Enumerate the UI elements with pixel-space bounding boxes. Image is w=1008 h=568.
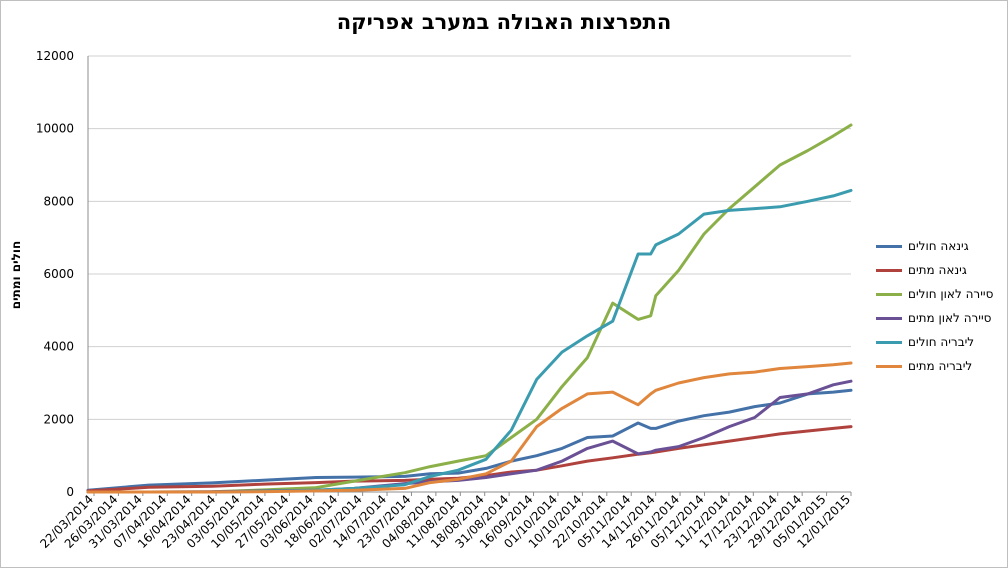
legend-swatch [876,292,902,296]
series-line-5 [86,188,853,494]
legend-swatch [876,244,902,248]
y-tick-label: 12000 [36,49,74,63]
legend-item: סיירה לאון חולים [876,282,1004,306]
legend-label: גינאה חולים [908,239,969,253]
chart-title: התפרצות האבולה במערב אפריקה [336,10,672,34]
legend-swatch [876,316,902,320]
series-line-6 [86,361,853,494]
legend-swatch [876,268,902,272]
legend-item: ליבריה חולים [876,330,1004,354]
y-tick-label: 2000 [43,412,74,426]
y-tick-label: 0 [66,485,74,499]
legend-swatch [876,364,902,368]
series-line-4 [86,379,853,494]
y-tick-label: 4000 [43,340,74,354]
legend-item: סיירה לאון מתים [876,306,1004,330]
legend-label: סיירה לאון חולים [908,287,994,301]
legend-item: ליבריה מתים [876,354,1004,378]
legend-label: ליבריה מתים [908,359,973,373]
series-line-2 [86,425,853,493]
legend-label: סיירה לאון מתים [908,311,992,325]
legend-swatch [876,340,902,344]
series-line-1 [86,388,853,492]
y-tick-label: 10000 [36,122,74,136]
legend-item: גינאה חולים [876,234,1004,258]
legend-item: גינאה מתים [876,258,1004,282]
y-tick-label: 6000 [43,267,74,281]
legend-label: ליבריה חולים [908,335,975,349]
legend-label: גינאה מתים [908,263,967,277]
y-tick-label: 8000 [43,194,74,208]
series-line-3 [86,123,853,494]
chart-legend: גינאה חולים גינאה מתים סיירה לאון חולים סיי… [876,234,1004,378]
